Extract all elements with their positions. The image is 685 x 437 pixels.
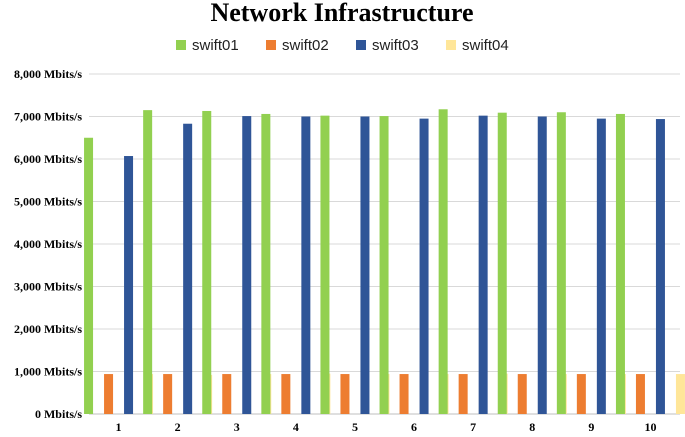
x-tick-label: 2 (175, 420, 181, 434)
bar-swift01-6 (379, 116, 389, 414)
x-tick-label: 8 (529, 420, 535, 434)
y-tick-label: 2,000 Mbits/s (14, 322, 82, 336)
bar-swift02-9 (576, 374, 586, 414)
bar-swift03-5 (360, 116, 370, 414)
y-axis: 0 Mbits/s 1,000 Mbits/s 2,000 Mbits/s 3,000… (14, 67, 82, 421)
bar-swift03-2 (183, 123, 193, 414)
bar-swift03-1 (124, 156, 134, 414)
y-tick-label: 3,000 Mbits/s (14, 280, 82, 294)
y-tick-label: 0 Mbits/s (35, 407, 82, 421)
legend-label-swift03: swift03 (372, 37, 419, 54)
x-tick-label: 9 (588, 420, 594, 434)
bar-swift01-10 (615, 113, 625, 414)
legend-label-swift01: swift01 (192, 37, 239, 54)
chart-title: Network Infrastructure (210, 0, 473, 27)
x-tick-label: 4 (293, 420, 299, 434)
bar-swift02-10 (635, 374, 645, 414)
bar-swift02-7 (458, 374, 468, 414)
bar-swift01-7 (438, 109, 448, 415)
y-tick-label: 6,000 Mbits/s (14, 152, 82, 166)
bar-swift02-4 (281, 374, 291, 414)
legend-swatch-swift04 (446, 40, 456, 50)
x-tick-label: 3 (234, 420, 240, 434)
x-tick-label: 5 (352, 420, 358, 434)
bar-swift02-1 (104, 374, 114, 414)
bar-swift01-5 (320, 115, 330, 415)
bar-swift03-7 (478, 115, 488, 415)
x-tick-label: 7 (470, 420, 476, 434)
bar-swift02-8 (517, 374, 527, 414)
bar-swift01-2 (143, 110, 153, 414)
y-tick-label: 8,000 Mbits/s (14, 67, 82, 81)
bar-swift03-8 (537, 116, 547, 414)
y-tick-label: 7,000 Mbits/s (14, 110, 82, 124)
legend-swatch-swift03 (356, 40, 366, 50)
legend-swatch-swift01 (176, 40, 186, 50)
legend-label-swift04: swift04 (462, 37, 509, 54)
bar-swift01-9 (556, 112, 566, 414)
legend: swift01 swift02 swift03 swift04 (176, 37, 509, 54)
bars (84, 109, 685, 415)
bar-swift03-6 (419, 118, 429, 414)
bar-swift03-4 (301, 116, 311, 414)
y-tick-label: 4,000 Mbits/s (14, 237, 82, 251)
bar-swift01-1 (84, 137, 94, 414)
bar-swift02-3 (222, 374, 232, 414)
bar-swift02-2 (163, 374, 173, 414)
bar-swift04-10 (675, 374, 685, 414)
legend-label-swift02: swift02 (282, 37, 329, 54)
bar-swift01-4 (261, 113, 271, 414)
y-tick-label: 1,000 Mbits/s (14, 365, 82, 379)
y-tick-label: 5,000 Mbits/s (14, 195, 82, 209)
bar-swift01-3 (202, 110, 212, 414)
bar-swift01-8 (497, 112, 507, 415)
x-tick-label: 10 (644, 420, 656, 434)
x-tick-label: 1 (116, 420, 122, 434)
bar-swift02-5 (340, 374, 350, 414)
bar-swift03-9 (596, 118, 606, 414)
x-tick-label: 6 (411, 420, 417, 434)
x-axis: 1 2 3 4 5 6 7 8 9 10 (116, 420, 657, 434)
legend-swatch-swift02 (266, 40, 276, 50)
bar-swift03-10 (655, 119, 665, 415)
bar-swift03-3 (242, 116, 252, 414)
bar-swift02-6 (399, 374, 409, 414)
